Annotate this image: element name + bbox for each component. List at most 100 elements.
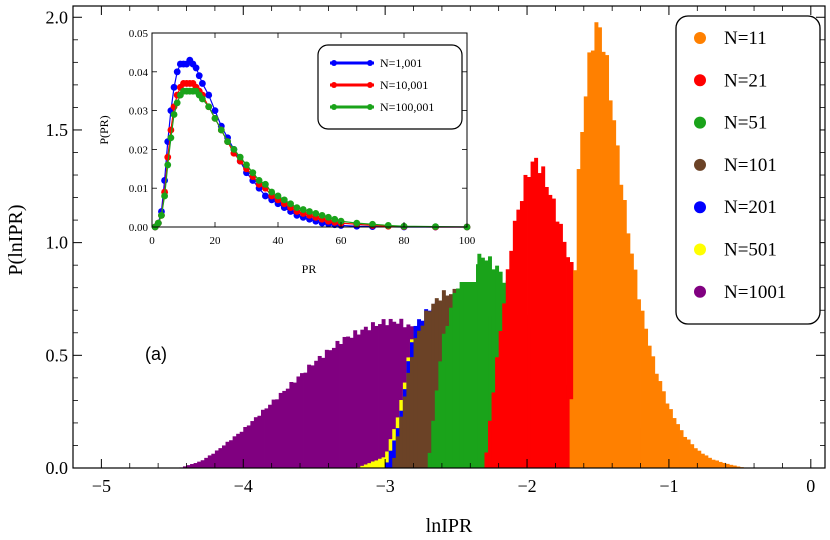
inset-point [164, 153, 172, 161]
bar [374, 325, 379, 468]
bar [221, 445, 226, 468]
bar [637, 299, 641, 468]
bar [700, 453, 705, 468]
bar [633, 269, 638, 468]
legend-label: N=501 [724, 240, 777, 261]
inset-point [211, 107, 219, 114]
bar [661, 391, 666, 468]
bar [718, 461, 723, 468]
bar [686, 439, 691, 468]
inset-point [167, 126, 175, 134]
main-legend-box [675, 15, 821, 325]
bar [317, 355, 322, 468]
bar [516, 209, 521, 468]
inset-x-axis-title: PR [302, 262, 317, 276]
bar [654, 373, 659, 468]
bar [409, 357, 414, 468]
inset-y-tick-label: 0.04 [129, 67, 149, 79]
bar [395, 436, 400, 468]
bar [321, 357, 326, 468]
legend-label: N=21 [724, 70, 767, 91]
bar [463, 273, 468, 468]
bar [711, 459, 716, 468]
main-axes: −5 −4 −3 −2 −1 0 0.0 0.5 1.0 1.5 2.0 [46, 6, 825, 496]
bar [275, 399, 280, 468]
bar [569, 399, 574, 468]
bar [697, 450, 702, 468]
inset-point [192, 64, 200, 72]
bar [470, 256, 475, 468]
bar [190, 464, 195, 468]
inset-point [230, 146, 238, 153]
bar [488, 420, 492, 468]
bar [729, 464, 734, 468]
x-tick-label: −3 [376, 476, 395, 496]
bar [647, 345, 652, 468]
inset-point [199, 95, 206, 103]
bar [569, 262, 574, 468]
bar [378, 458, 383, 468]
bar [594, 22, 599, 469]
bar [363, 464, 368, 468]
bar [324, 349, 329, 468]
bar [530, 161, 535, 468]
bar [562, 241, 567, 468]
inset-axes: 0 20 40 60 80 100 0.00 0.01 0.02 0.03 0.04 0.05 [129, 28, 476, 247]
inset-point [293, 204, 301, 212]
bar [601, 51, 606, 468]
bar [353, 330, 358, 468]
bar [644, 328, 649, 468]
inset-point [255, 177, 263, 184]
bar [289, 381, 294, 468]
inset-point [249, 169, 257, 177]
bar [676, 424, 680, 468]
bar [587, 52, 592, 468]
inset-point [224, 138, 232, 146]
inset-point [217, 126, 225, 134]
bar [477, 253, 482, 468]
bar [431, 303, 436, 468]
bar [292, 382, 297, 468]
bar [576, 169, 581, 469]
bar [186, 465, 191, 468]
bar [519, 201, 524, 469]
bar [679, 430, 684, 468]
bar [608, 100, 613, 468]
bar [640, 310, 645, 468]
inset-point [154, 219, 162, 227]
legend-marker [694, 243, 706, 256]
inset-point [384, 222, 392, 229]
x-tick-label: −2 [517, 476, 536, 496]
inset-y-tick-label: 0.02 [129, 144, 148, 156]
bar [385, 325, 390, 468]
inset-y-tick-label: 0.05 [129, 28, 149, 40]
bar [668, 409, 673, 468]
main-histogram-bars [179, 22, 744, 469]
bar [488, 256, 492, 468]
legend-label: N=51 [724, 113, 767, 134]
inset-point [268, 188, 276, 196]
bar [271, 399, 276, 468]
y-tick-label: 1.5 [46, 120, 69, 140]
bar [466, 264, 471, 468]
bar [367, 463, 372, 468]
bar [399, 318, 404, 468]
bar [392, 457, 397, 468]
bar [597, 27, 602, 469]
bar [367, 330, 372, 468]
bar [207, 455, 212, 468]
bar [491, 392, 496, 468]
bar [257, 415, 262, 468]
bar [626, 233, 631, 468]
bar [261, 409, 265, 468]
inset-legend-marker [331, 60, 337, 66]
bar [197, 461, 202, 468]
inset-x-tick-label: 40 [273, 235, 285, 247]
bar [424, 310, 429, 468]
bar [456, 288, 461, 468]
bar [218, 448, 223, 468]
legend-label: N=11 [724, 28, 767, 49]
inset-point [199, 80, 206, 87]
inset-point [353, 219, 361, 227]
